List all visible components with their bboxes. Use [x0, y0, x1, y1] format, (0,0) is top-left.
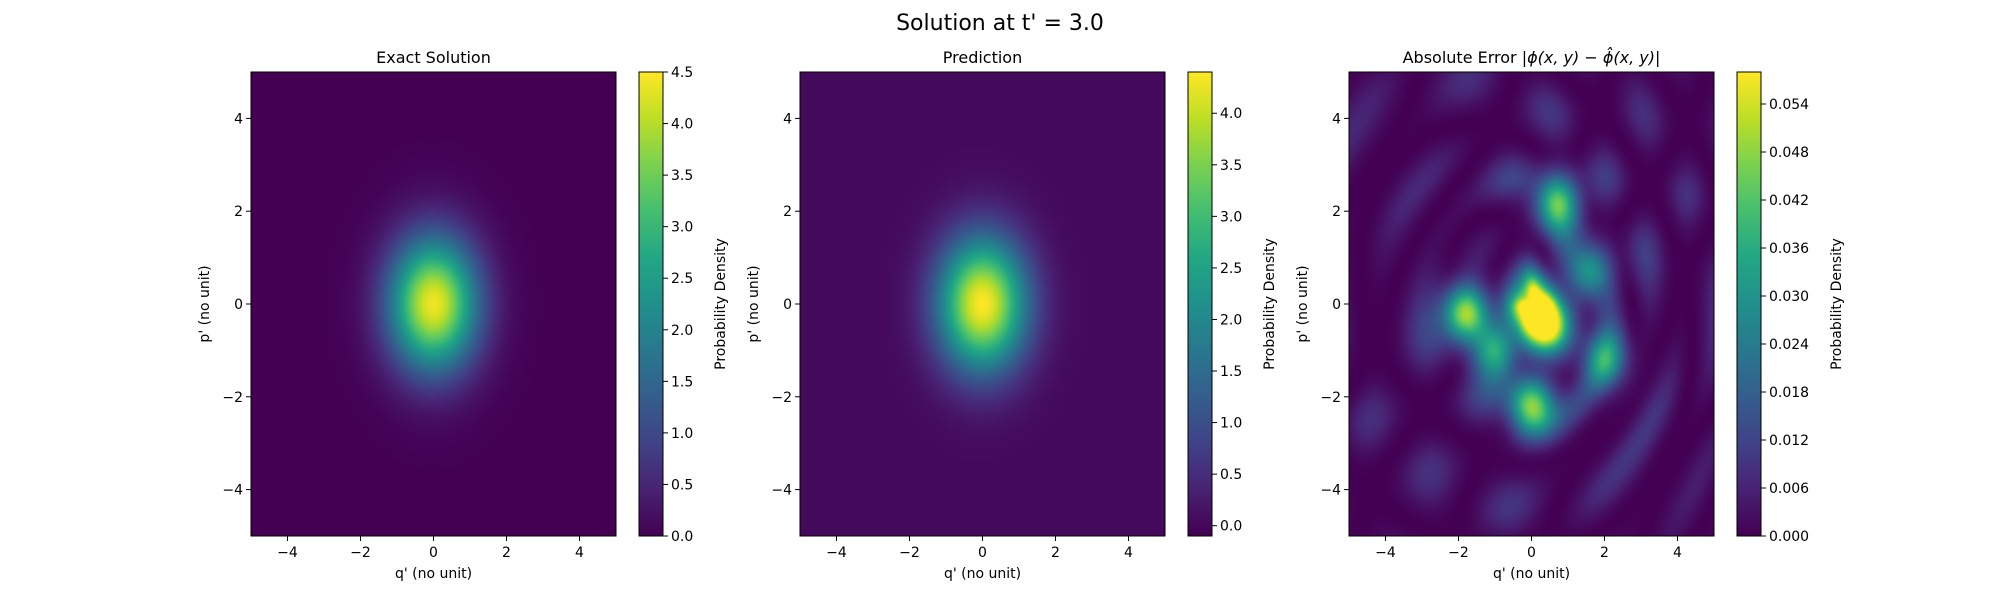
x-tick-label: 0: [429, 545, 438, 561]
y-tick-label: 0: [1332, 297, 1341, 313]
colorbar-label: Probability Density: [1262, 238, 1278, 370]
colorbar-label: Probability Density: [713, 238, 729, 370]
y-tick-label: 4: [1332, 111, 1341, 127]
y-axis-label: p' (no unit): [1295, 265, 1311, 342]
heatmap-image: [1349, 72, 1714, 536]
x-tick-label: −2: [899, 545, 920, 561]
y-tick-label: −2: [771, 390, 792, 406]
x-axis-label: q' (no unit): [395, 566, 472, 582]
colorbar-tick-label: 1.0: [671, 426, 693, 442]
colorbar-label: Probability Density: [1829, 238, 1845, 370]
colorbar-tick-label: 0.048: [1769, 145, 1809, 161]
colorbar: 0.0 0.5 1.0 1.5 2.0 2.5 3.0 3.5 4.0 Probability D…: [1187, 71, 1278, 537]
x-tick-label: 0: [1527, 545, 1536, 561]
x-tick-label: −4: [277, 545, 298, 561]
colorbar-tick-label: 0.5: [671, 477, 693, 493]
colorbar-tick-label: 1.5: [671, 374, 693, 390]
x-tick-label: −4: [1375, 545, 1396, 561]
panel-title-prefix: Absolute Error: [1403, 48, 1522, 67]
panel-title: Prediction: [943, 48, 1022, 67]
colorbar-frame: [638, 71, 664, 537]
y-tick-label: 0: [783, 297, 792, 313]
x-tick-label: 2: [1600, 545, 1609, 561]
x-tick-label: 4: [1124, 545, 1133, 561]
colorbar-tick-label: 2.5: [1220, 261, 1242, 277]
y-axis-label: p' (no unit): [746, 265, 762, 342]
colorbar-frame: [1736, 71, 1762, 537]
colorbar-tick-label: 1.0: [1220, 416, 1242, 432]
y-axis-label: p' (no unit): [197, 265, 213, 342]
colorbar-tick-label: 3.5: [671, 168, 693, 184]
colorbar-tick-label: 2.5: [671, 271, 693, 287]
x-tick-label: 2: [1051, 545, 1060, 561]
y-tick-label: 2: [234, 204, 243, 220]
x-tick-label: 2: [502, 545, 511, 561]
colorbar-tick-label: 0.042: [1769, 193, 1809, 209]
colorbar-tick-label: 0.000: [1769, 529, 1809, 545]
panel-title: Absolute Error |ϕ(x, y) − ϕ̂(x, y)|: [1403, 47, 1661, 67]
y-tick-label: −4: [222, 483, 243, 499]
colorbar-tick-label: 4.0: [1220, 106, 1242, 122]
x-tick-label: −2: [1448, 545, 1469, 561]
chart-panel-3: Absolute Error |ϕ(x, y) − ϕ̂(x, y)| −4 −2 0…: [1295, 47, 1845, 582]
y-tick-label: −4: [1320, 483, 1341, 499]
colorbar-tick-label: 0.5: [1220, 467, 1242, 483]
colorbar-tick-label: 2.0: [1220, 312, 1242, 328]
colorbar-frame: [1187, 71, 1213, 537]
y-tick-label: −2: [1320, 390, 1341, 406]
colorbar-tick-label: 0.054: [1769, 97, 1809, 113]
colorbar-tick-label: 0.012: [1769, 433, 1809, 449]
chart-panel-1: Exact Solution −4 −2 0 2 4 −4 −2 0 2 4 q' (no unit)…: [197, 48, 729, 582]
panels: Exact Solution −4 −2 0 2 4 −4 −2 0 2 4 q' (no unit)…: [197, 47, 1845, 582]
figure-title: Solution at t' = 3.0: [896, 11, 1104, 36]
x-tick-label: 4: [1673, 545, 1682, 561]
y-tick-label: 2: [783, 204, 792, 220]
heatmap-image: [800, 72, 1165, 536]
heatmap-image: [251, 72, 616, 536]
panel-title: Exact Solution: [376, 48, 491, 67]
colorbar-gradient: [1737, 72, 1761, 536]
colorbar-gradient: [639, 72, 663, 536]
colorbar-tick-label: 0.018: [1769, 385, 1809, 401]
y-tick-label: 0: [234, 297, 243, 313]
colorbar-tick-label: 0.024: [1769, 337, 1809, 353]
colorbar-tick-label: 3.5: [1220, 158, 1242, 174]
x-tick-label: −4: [826, 545, 847, 561]
colorbar-tick-label: 1.5: [1220, 364, 1242, 380]
colorbar-tick-label: 4.0: [671, 117, 693, 133]
x-axis-label: q' (no unit): [944, 566, 1021, 582]
y-tick-label: 2: [1332, 204, 1341, 220]
colorbar-tick-label: 0.030: [1769, 289, 1809, 305]
y-tick-label: −4: [771, 483, 792, 499]
y-tick-label: −2: [222, 390, 243, 406]
colorbar-tick-label: 0.0: [671, 529, 693, 545]
colorbar-tick-label: 3.0: [671, 220, 693, 236]
colorbar-gradient: [1188, 72, 1212, 536]
x-tick-label: −2: [350, 545, 371, 561]
colorbar: 0.000 0.006 0.012 0.018 0.024 0.030 0.036 0.042…: [1736, 71, 1845, 545]
x-tick-label: 0: [978, 545, 987, 561]
chart-panel-2: Prediction −4 −2 0 2 4 −4 −2 0 2 4 q' (no unit) p' (…: [746, 48, 1278, 582]
y-tick-label: 4: [234, 111, 243, 127]
x-tick-label: 4: [575, 545, 584, 561]
colorbar: 0.0 0.5 1.0 1.5 2.0 2.5 3.0 3.5 4.0 4.5 Probabilit…: [638, 65, 729, 545]
colorbar-tick-label: 2.0: [671, 323, 693, 339]
panel-title-math: |ϕ(x, y) − ϕ̂(x, y)|: [1522, 47, 1661, 67]
x-axis-label: q' (no unit): [1493, 566, 1570, 582]
colorbar-tick-label: 3.0: [1220, 209, 1242, 225]
colorbar-tick-label: 0.036: [1769, 241, 1809, 257]
y-tick-label: 4: [783, 111, 792, 127]
colorbar-tick-label: 4.5: [671, 65, 693, 81]
colorbar-tick-label: 0.006: [1769, 481, 1809, 497]
colorbar-tick-label: 0.0: [1220, 519, 1242, 535]
